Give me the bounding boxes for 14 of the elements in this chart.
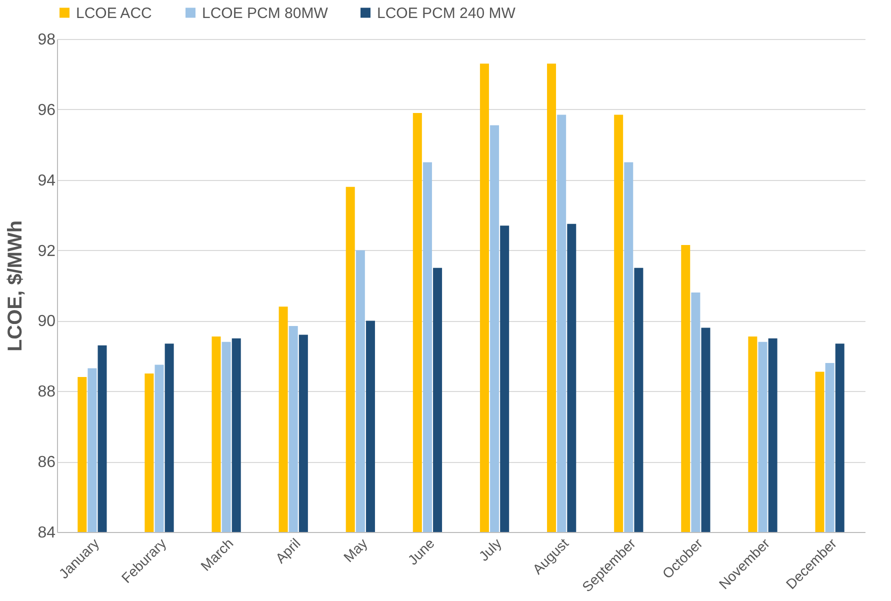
y-tick-label: 98 [38,32,56,48]
y-axis-title: LCOE, $/MWh [4,220,27,352]
y-tick-label: 88 [38,384,56,401]
legend-label: LCOE PCM 80MW [202,4,329,22]
y-tick-label: 96 [38,102,56,119]
y-tick-label: 92 [38,242,56,260]
y-tick-label: 94 [38,172,56,190]
legend-label: LCOE ACC [76,4,152,22]
y-tick-label: 86 [38,454,56,472]
y-tick-label: 90 [38,313,56,330]
legend-label: LCOE PCM 240 MW [377,4,516,22]
x-tick-label: May [340,535,370,566]
y-tick-label: 84 [38,524,56,542]
x-tick-label: July [476,535,504,564]
